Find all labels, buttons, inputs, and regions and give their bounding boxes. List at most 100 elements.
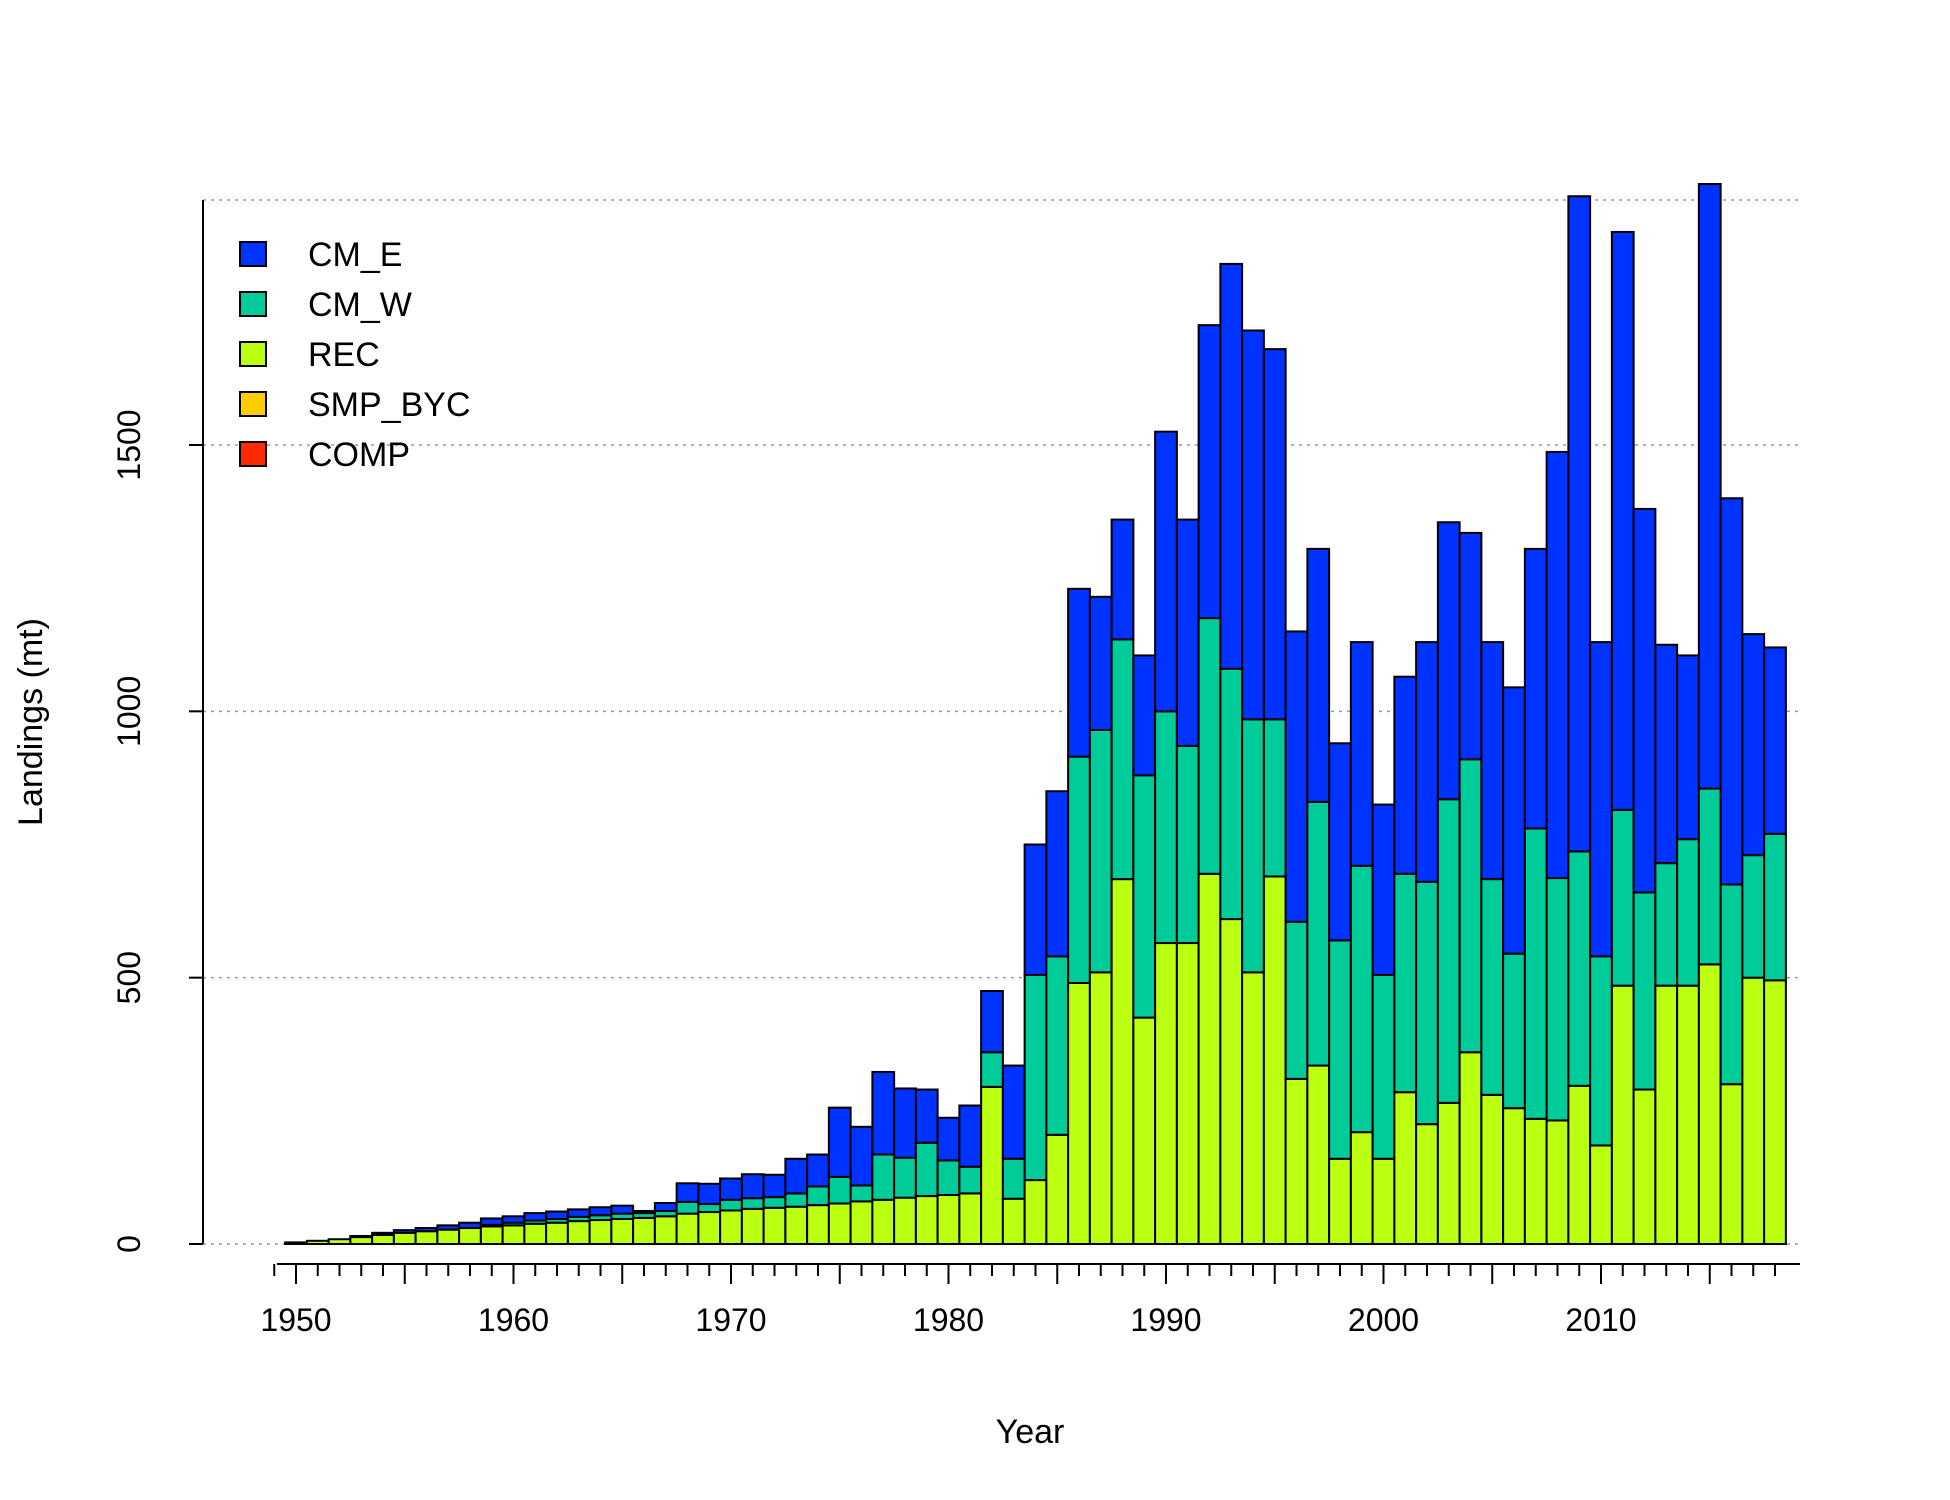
bar-segment-rec: [327, 1238, 352, 1246]
bar-segment-cm-e: [1415, 641, 1439, 883]
bar-segment-rec: [1328, 1157, 1352, 1245]
bar-segment-cm-w: [1328, 939, 1352, 1160]
bar-segment-cm-w: [893, 1156, 917, 1199]
bar-segment-rec: [980, 1085, 1004, 1245]
bar-segment-cm-e: [675, 1182, 700, 1203]
bar-segment-cm-w: [1697, 787, 1722, 966]
bar-segment-cm-w: [1219, 667, 1244, 921]
bar-segment-cm-e: [458, 1221, 482, 1230]
bar-segment-cm-e: [1197, 324, 1222, 620]
bar-segment-rec: [1088, 971, 1113, 1246]
bar-segment-cm-w: [1502, 952, 1526, 1110]
bar-segment-cm-e: [1610, 230, 1635, 811]
bar-segment-cm-w: [1589, 955, 1613, 1147]
bar-segment-cm-w: [784, 1192, 809, 1208]
bar-segment-cm-w: [1371, 974, 1396, 1160]
bar-segment-rec: [958, 1192, 983, 1245]
bar-segment-cm-w: [1175, 744, 1200, 945]
bar-segment-cm-w: [1567, 850, 1592, 1087]
bar-segment-cm-w: [1001, 1157, 1026, 1200]
bar-segment-cm-w: [719, 1198, 743, 1212]
bar-segment-cm-e: [1654, 643, 1679, 865]
bar-segment-cm-w: [740, 1197, 765, 1210]
bar-segment-cm-e: [958, 1104, 983, 1168]
bar-segment-cm-e: [1088, 595, 1113, 731]
bar-segment-rec: [1393, 1091, 1418, 1245]
bar-segment-rec: [1023, 1179, 1048, 1245]
bar-segment-rec: [1415, 1123, 1439, 1246]
bar-segment-rec: [1241, 971, 1265, 1246]
y-tick-label: 1000: [111, 676, 147, 747]
bar-segment-cm-e: [1480, 641, 1505, 881]
bar-segment-cm-e: [1219, 262, 1244, 670]
bar-segment-cm-w: [1088, 728, 1113, 974]
bar-segment-cm-e: [545, 1210, 569, 1220]
bar-segment-cm-w: [1545, 877, 1570, 1122]
legend-swatch: [239, 241, 267, 267]
bar-segment-rec: [610, 1217, 635, 1246]
bar-segment-rec: [588, 1219, 613, 1246]
bar-segment-cm-e: [1175, 518, 1200, 747]
bar-segment-cm-e: [719, 1177, 743, 1201]
bar-segment-cm-w: [762, 1196, 787, 1209]
legend-swatch: [239, 391, 267, 417]
bar-segment-rec: [1371, 1157, 1396, 1245]
bar-segment-rec: [436, 1228, 461, 1246]
bar-segment-cm-e: [588, 1206, 613, 1217]
bar-segment-rec: [284, 1241, 308, 1245]
legend-label: CM_E: [308, 236, 402, 274]
x-tick-label: 1950: [260, 1302, 331, 1338]
bar-segment-rec: [566, 1220, 591, 1246]
y-axis-title: Landings (mt): [12, 618, 50, 826]
bar-segment-cm-w: [697, 1203, 722, 1214]
bar-segment-rec: [414, 1230, 439, 1245]
bar-segment-cm-e: [1241, 329, 1265, 721]
bar-segment-rec: [697, 1211, 722, 1246]
bar-segment-cm-e: [1719, 497, 1744, 886]
bar-segment-rec: [719, 1209, 743, 1246]
bar-segment-cm-e: [697, 1182, 722, 1206]
bar-segment-rec: [893, 1196, 917, 1245]
bar-segment-cm-e: [414, 1227, 439, 1233]
bar-segment-cm-w: [1045, 955, 1070, 1136]
x-tick-label: 2010: [1565, 1302, 1636, 1338]
legend-label: SMP_BYC: [308, 386, 471, 424]
bar-segment-cm-w: [1349, 864, 1374, 1134]
bar-segment-cm-w: [1154, 710, 1178, 945]
bar-segment-cm-e: [849, 1125, 874, 1187]
bar-segment-rec: [849, 1200, 874, 1246]
bar-segment-cm-e: [1589, 641, 1613, 958]
bar-segment-rec: [1632, 1088, 1657, 1245]
bar-segment-rec: [784, 1205, 809, 1246]
bar-segment-cm-w: [1393, 872, 1418, 1094]
bar-segment-cm-e: [501, 1215, 526, 1224]
bar-segment-cm-e: [1349, 641, 1374, 867]
bar-segment-rec: [1349, 1131, 1374, 1246]
bar-segment-cm-w: [1110, 638, 1135, 881]
bar-segment-cm-w: [1241, 718, 1265, 974]
bar-segment-rec: [762, 1206, 787, 1246]
x-tick-label: 1990: [1130, 1302, 1201, 1338]
bar-segment-rec: [458, 1227, 482, 1246]
bar-segment-cm-w: [806, 1185, 830, 1207]
x-axis-title: Year: [996, 1413, 1065, 1451]
bar-segment-cm-e: [1502, 686, 1526, 955]
bar-segment-rec: [871, 1198, 896, 1246]
bar-segment-rec: [1545, 1119, 1570, 1246]
bar-segment-cm-w: [958, 1165, 983, 1195]
bar-segment-rec: [632, 1216, 656, 1245]
bar-segment-rec: [1589, 1144, 1613, 1245]
bar-segment-cm-e: [1284, 630, 1309, 923]
bar-segment-cm-e: [392, 1229, 417, 1234]
bar-segment-rec: [914, 1195, 939, 1246]
tick-labels: 0 500 1000 1500 1950 1960 1970 1980 1990 2000 2010: [111, 409, 1637, 1338]
bar-segment-cm-e: [566, 1208, 591, 1218]
bar-segment-cm-e: [806, 1153, 830, 1188]
bar-segment-rec: [1436, 1101, 1461, 1246]
bar-segment-cm-e: [1676, 654, 1700, 841]
bar-segment-rec: [305, 1239, 330, 1245]
legend-label: CM_W: [308, 286, 412, 324]
y-tick-label: 500: [111, 951, 147, 1004]
bar-segment-cm-e: [349, 1235, 374, 1239]
bar-segment-rec: [1110, 878, 1135, 1246]
